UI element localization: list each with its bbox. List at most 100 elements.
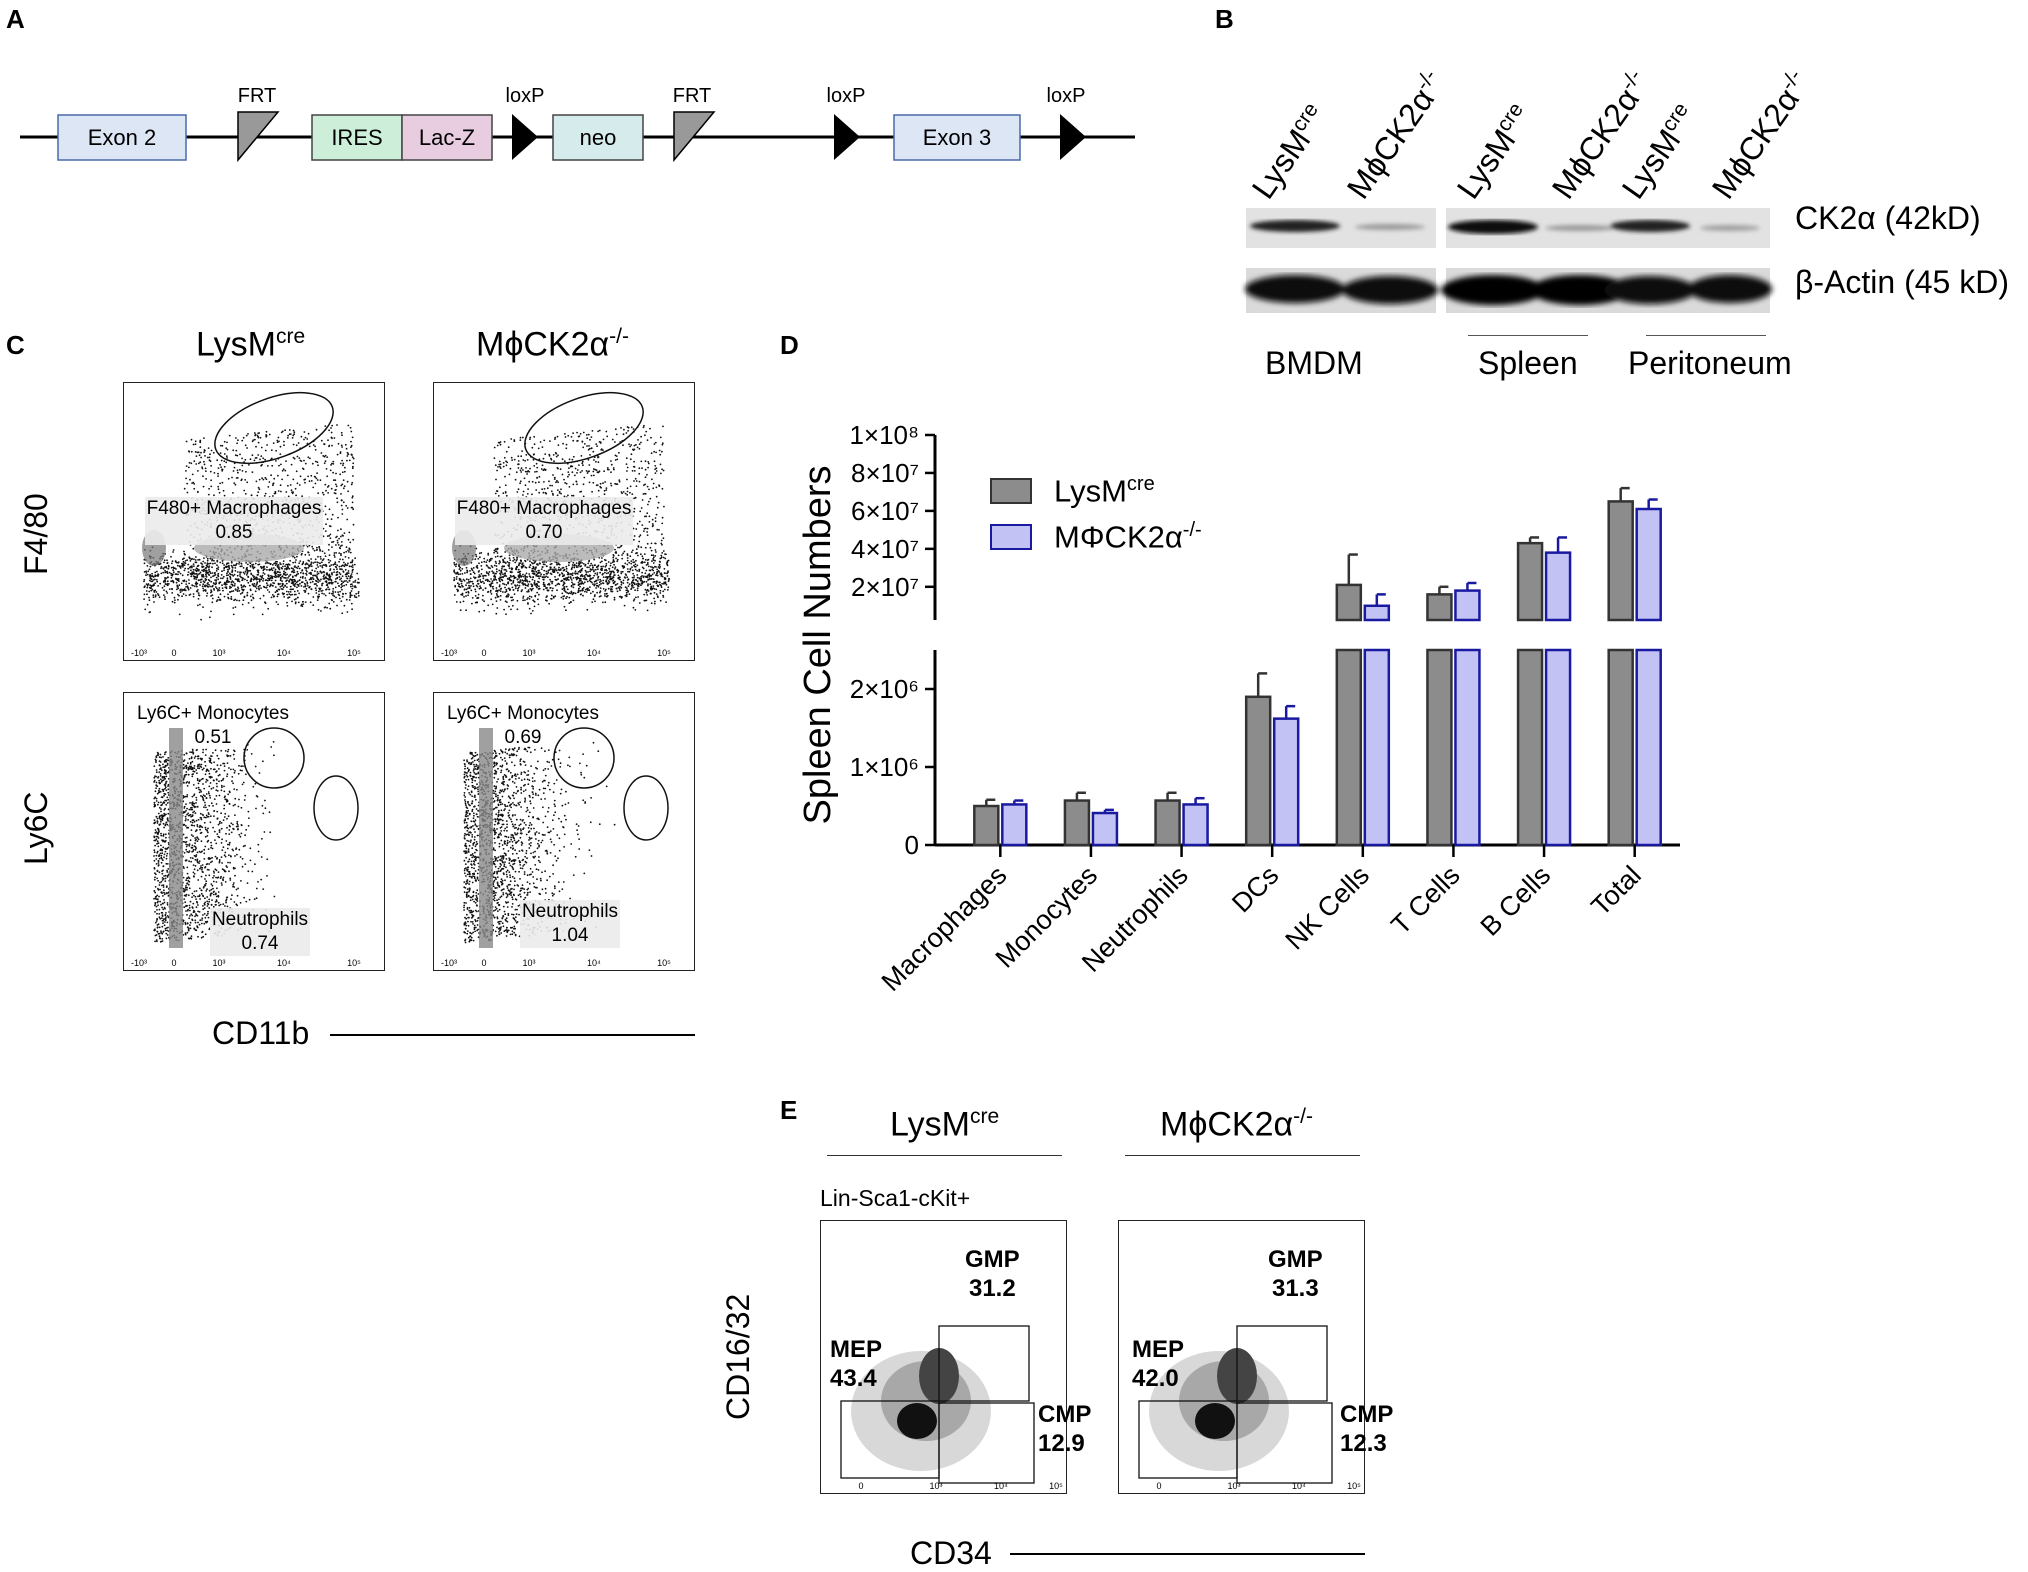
bar-0-0: [974, 806, 998, 845]
tissue-label-peritoneum: Peritoneum: [1628, 345, 1792, 382]
y-tick-label: 1×10⁶: [850, 752, 919, 782]
panel-label-e: E: [780, 1095, 797, 1126]
y-tick-label: 6×10⁷: [851, 496, 919, 526]
ck2-band-1: [1250, 220, 1340, 232]
bar-lower-1-6: [1546, 650, 1570, 845]
actin-band-label: β-Actin (45 kD): [1795, 264, 2009, 301]
x-tick-label: DCs: [1226, 860, 1284, 918]
bar-1-1: [1093, 813, 1117, 845]
x-tick-label: 10⁵: [347, 648, 361, 658]
axis-break-gap: [945, 622, 1685, 648]
bar-lower-0-4: [1337, 650, 1361, 845]
ck2-band-label: CK2α (42kD): [1795, 200, 1981, 237]
bar-1-4: [1365, 606, 1389, 620]
loxp-label-1: loxP: [506, 85, 545, 107]
bar-1-6: [1546, 553, 1570, 620]
actin-band-3: [1441, 275, 1545, 305]
x-tick-label: 10⁵: [657, 958, 671, 968]
bar-1-5: [1455, 591, 1479, 620]
y-tick-label: 4×10⁷: [851, 534, 919, 564]
bar-lower-0-5: [1427, 650, 1451, 845]
gene-construct-diagram: Exon 2 FRT IRES Lac-Z loxP neo FRT loxP …: [0, 60, 1200, 180]
y-tick-label: 2×10⁷: [851, 572, 919, 602]
exon2-label: Exon 2: [88, 125, 157, 150]
loxp-site-1: [512, 114, 538, 160]
bar-0-2: [1156, 801, 1180, 845]
actin-band-2: [1342, 276, 1438, 304]
x-tick-label: 10⁴: [587, 648, 601, 658]
legend-swatch-ko: [990, 524, 1032, 550]
flow-e-header-ko: MϕCK2α-/-: [1160, 1105, 1313, 1144]
bar-0-3: [1246, 697, 1270, 845]
bar-1-2: [1184, 804, 1208, 845]
loxp-site-2: [834, 114, 860, 160]
blot-lane-6: MϕCK2α-/-: [1704, 65, 1818, 206]
ck2-band-6: [1700, 225, 1760, 231]
x-tick-label: NK Cells: [1280, 860, 1375, 955]
flow-e-x-rule: [1010, 1553, 1365, 1555]
bar-lower-1-5: [1455, 650, 1479, 845]
ck2-band-2: [1355, 224, 1425, 230]
flow-e-header-rule-2: [1125, 1155, 1360, 1156]
x-tick-label: 0: [481, 958, 486, 968]
flow-e-header-rule-1: [827, 1155, 1062, 1156]
density-core-lower: [897, 1403, 937, 1439]
tissue-label-spleen: Spleen: [1478, 345, 1578, 382]
y-tick-label: 1×10⁸: [849, 420, 919, 450]
x-tick-label: 0: [1156, 1481, 1161, 1491]
frt-label-1: FRT: [238, 85, 277, 107]
x-tick-label: 10³: [212, 958, 225, 968]
x-tick-label: 10³: [522, 958, 535, 968]
x-tick-label: 10⁴: [994, 1481, 1008, 1491]
x-tick-label: 10³: [212, 648, 225, 658]
legend-item-ko: MΦCK2α-/-: [990, 514, 1202, 560]
ck2-band-4: [1545, 225, 1615, 231]
panel-label-a: A: [6, 4, 25, 35]
flow-c-xlabel: CD11b: [212, 1015, 309, 1052]
legend-item-control: LysMcre: [990, 468, 1202, 514]
bar-0-7: [1609, 501, 1633, 620]
loxp-label-3: loxP: [1047, 85, 1086, 107]
ires-label: IRES: [331, 125, 382, 150]
actin-band-5: [1604, 276, 1696, 304]
bar-0-4: [1337, 585, 1361, 620]
x-tick-label: 10⁵: [347, 958, 361, 968]
x-tick-label: 0: [858, 1481, 863, 1491]
blot-lane-1: LysMcre: [1244, 98, 1335, 205]
flow-e-header-control: LysMcre: [890, 1105, 999, 1144]
ck2-band-3: [1448, 220, 1538, 234]
lacz-label: Lac-Z: [419, 125, 475, 150]
flow-density-column: [169, 728, 183, 948]
density-core-lower: [1195, 1403, 1235, 1439]
flow-c-header-control: LysMcre: [196, 325, 305, 364]
frt-label-2: FRT: [673, 85, 712, 107]
ck2-band-5: [1610, 220, 1690, 232]
x-tick-label: 10⁵: [657, 648, 671, 658]
x-tick-label: -10³: [441, 648, 457, 658]
x-tick-label: 0: [171, 648, 176, 658]
western-blot-image: [1240, 200, 1780, 320]
flow-e-ylabel: CD16/32: [720, 1294, 757, 1420]
neutrophil-gate: [314, 776, 358, 840]
flow-c-ylabel-top: F4/80: [18, 493, 55, 575]
legend-label-control: LysMcre: [1054, 473, 1155, 509]
flow-c-ylabel-bottom: Ly6C: [18, 791, 55, 865]
bar-0-1: [1065, 801, 1089, 845]
spleen-cell-bar-chart: 01×10⁶2×10⁶2×10⁷4×10⁷6×10⁷8×10⁷1×10⁸Sple…: [775, 410, 1735, 1030]
x-tick-label: T Cells: [1385, 860, 1465, 940]
flow-density-column: [479, 728, 493, 948]
bar-1-0: [1002, 804, 1026, 845]
y-tick-label: 2×10⁶: [850, 674, 919, 704]
bar-0-6: [1518, 543, 1542, 620]
peritoneum-underline: [1646, 335, 1766, 336]
x-tick-label: 10³: [929, 1481, 942, 1491]
x-tick-label: 0: [171, 958, 176, 968]
